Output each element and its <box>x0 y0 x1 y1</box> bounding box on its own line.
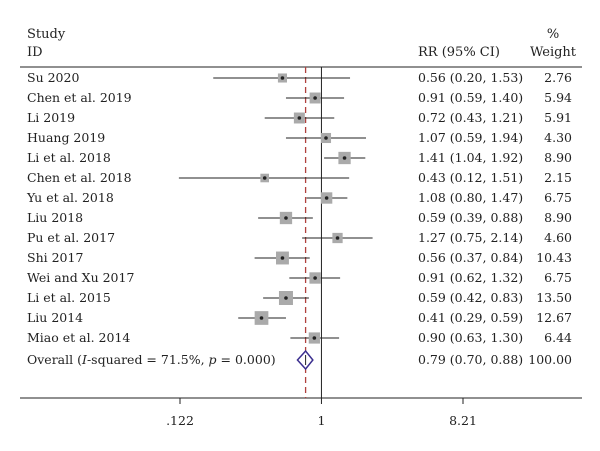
weight-text: 2.15 <box>544 170 572 185</box>
study-row: Li et al. 2015 0.59 (0.42, 0.83) 13.50 <box>27 290 572 305</box>
weight-text: 5.94 <box>544 90 572 105</box>
ci-text: 1.07 (0.59, 1.94) <box>418 130 523 145</box>
point-estimate <box>324 136 328 140</box>
study-label: Wei and Xu 2017 <box>27 270 134 285</box>
header-effect: RR (95% CI) <box>418 45 500 60</box>
study-row: Pu et al. 2017 1.27 (0.75, 2.14) 4.60 <box>27 230 572 245</box>
point-estimate <box>284 216 288 220</box>
weight-text: 6.44 <box>544 330 572 345</box>
weight-text: 8.90 <box>544 210 572 225</box>
x-axis-ticks: .122 1 8.21 <box>166 398 477 428</box>
study-row: Liu 2014 0.41 (0.29, 0.59) 12.67 <box>27 310 572 325</box>
study-rows: Su 2020 0.56 (0.20, 1.53) 2.76 Chen et al. … <box>26 70 572 345</box>
ci-text: 1.27 (0.75, 2.14) <box>418 230 523 245</box>
study-label: Chen et al. 2018 <box>27 170 132 185</box>
study-row: Su 2020 0.56 (0.20, 1.53) 2.76 <box>27 70 572 85</box>
ci-text: 0.91 (0.62, 1.32) <box>418 270 523 285</box>
weight-text: 8.90 <box>544 150 572 165</box>
weight-text: 13.50 <box>536 290 572 305</box>
study-row: Miao et al. 2014 0.90 (0.63, 1.30) 6.44 <box>27 330 572 345</box>
ci-text: 0.59 (0.42, 0.83) <box>418 290 523 305</box>
header-id: ID <box>27 45 43 60</box>
overall-label: Overall (I-squared = 71.5%, p = 0.000) <box>27 352 276 367</box>
ci-text: 0.43 (0.12, 1.51) <box>418 170 523 185</box>
point-estimate <box>313 276 317 280</box>
weight-text: 5.91 <box>544 110 572 125</box>
header-study: Study <box>27 27 66 42</box>
study-label: Liu 2014 <box>27 310 83 325</box>
ci-text: 0.59 (0.39, 0.88) <box>418 210 523 225</box>
point-estimate <box>262 176 267 180</box>
study-label: Yu et al. 2018 <box>26 190 114 205</box>
weight-text: 12.67 <box>536 310 572 325</box>
study-label: Chen et al. 2019 <box>27 90 132 105</box>
weight-text: 6.75 <box>544 190 572 205</box>
point-estimate <box>280 76 285 80</box>
point-estimate <box>313 96 317 100</box>
header-percent: % <box>547 27 559 42</box>
overall-weight: 100.00 <box>528 352 572 367</box>
study-label: Li 2019 <box>27 110 75 125</box>
point-estimate <box>335 236 340 240</box>
weight-text: 2.76 <box>544 70 572 85</box>
x-tick-label: 1 <box>317 413 325 428</box>
weight-text: 6.75 <box>544 270 572 285</box>
weight-text: 4.30 <box>544 130 572 145</box>
study-label: Huang 2019 <box>27 130 105 145</box>
study-label: Miao et al. 2014 <box>27 330 130 345</box>
point-estimate <box>324 196 329 200</box>
x-tick-label: 8.21 <box>449 413 477 428</box>
study-label: Shi 2017 <box>27 250 83 265</box>
ci-text: 0.56 (0.20, 1.53) <box>418 70 523 85</box>
study-row: Li 2019 0.72 (0.43, 1.21) 5.91 <box>27 110 572 125</box>
study-label: Liu 2018 <box>27 210 83 225</box>
point-estimate <box>312 336 317 340</box>
point-estimate <box>259 316 264 320</box>
ci-text: 1.41 (1.04, 1.92) <box>418 150 523 165</box>
ci-text: 0.56 (0.37, 0.84) <box>418 250 523 265</box>
study-row: Wei and Xu 2017 0.91 (0.62, 1.32) 6.75 <box>27 270 572 285</box>
ci-text: 0.41 (0.29, 0.59) <box>418 310 523 325</box>
weight-text: 4.60 <box>544 230 572 245</box>
study-label: Pu et al. 2017 <box>27 230 115 245</box>
point-estimate <box>284 296 288 300</box>
point-estimate <box>297 116 302 120</box>
ci-text: 1.08 (0.80, 1.47) <box>418 190 523 205</box>
study-row: Chen et al. 2018 0.43 (0.12, 1.51) 2.15 <box>27 170 572 185</box>
study-row: Li et al. 2018 1.41 (1.04, 1.92) 8.90 <box>27 150 572 165</box>
point-estimate <box>342 156 347 160</box>
header-weight: Weight <box>530 45 577 60</box>
study-row: Shi 2017 0.56 (0.37, 0.84) 10.43 <box>27 250 572 265</box>
ci-text: 0.72 (0.43, 1.21) <box>418 110 523 125</box>
study-label: Li et al. 2018 <box>27 150 111 165</box>
study-label: Su 2020 <box>27 70 79 85</box>
study-row: Huang 2019 1.07 (0.59, 1.94) 4.30 <box>27 130 572 145</box>
point-estimate <box>280 256 285 260</box>
study-row: Yu et al. 2018 1.08 (0.80, 1.47) 6.75 <box>26 190 572 205</box>
study-row: Chen et al. 2019 0.91 (0.59, 1.40) 5.94 <box>27 90 572 105</box>
ci-text: 0.91 (0.59, 1.40) <box>418 90 523 105</box>
study-label: Li et al. 2015 <box>27 290 111 305</box>
ci-text: 0.90 (0.63, 1.30) <box>418 330 523 345</box>
x-tick-label: .122 <box>166 413 194 428</box>
weight-text: 10.43 <box>536 250 572 265</box>
study-row: Liu 2018 0.59 (0.39, 0.88) 8.90 <box>27 210 572 225</box>
overall-ci: 0.79 (0.70, 0.88) <box>418 352 523 367</box>
